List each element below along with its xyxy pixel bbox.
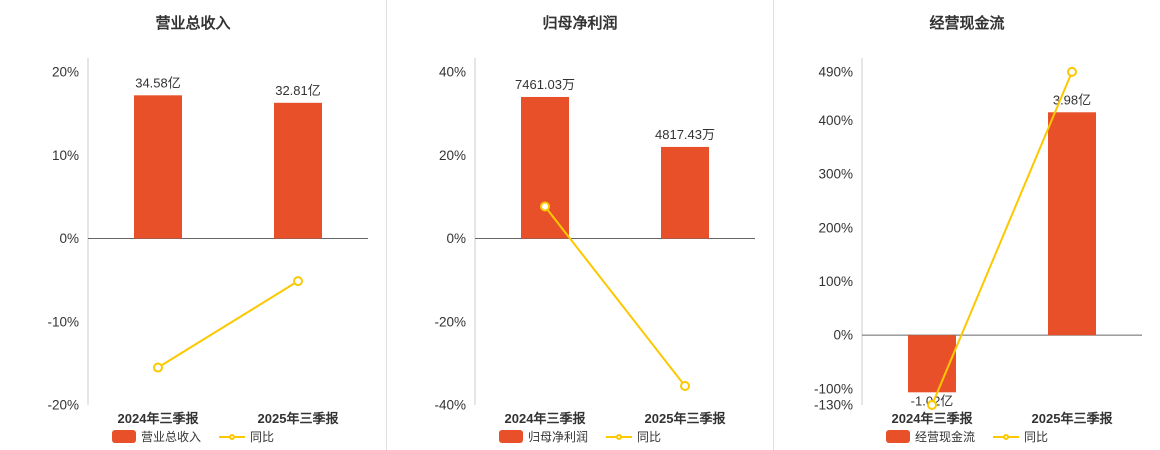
bar-series-legend[interactable]: 归母净利润	[498, 428, 588, 445]
x-axis-label: 2025年三季报	[258, 411, 340, 426]
bar-2024年三季报[interactable]	[908, 335, 956, 393]
y-tick-label: -40%	[434, 398, 466, 413]
y-tick-label: 20%	[52, 65, 79, 80]
bar-legend-swatch	[498, 430, 523, 443]
y-tick-label: 20%	[439, 148, 466, 163]
chart-title-net-profit: 归母净利润	[542, 15, 618, 32]
line-legend-label: 同比	[637, 430, 662, 444]
bar-value-label: 34.58亿	[135, 75, 181, 90]
y-tick-label: 0%	[59, 231, 79, 246]
yoy-marker-2024年三季报[interactable]	[540, 201, 550, 212]
y-tick-label: 40%	[439, 65, 466, 80]
y-tick-label: 100%	[818, 274, 853, 289]
bar-legend-label: 营业总收入	[140, 430, 201, 444]
chart-title-cash-flow: 经营现金流	[929, 15, 1005, 32]
y-tick-label: 200%	[818, 220, 853, 235]
revenue-chart-svg: 20% 10% 0% -10% -20% 34.58亿 2024年三季报 32.81亿 2025…	[47, 58, 368, 426]
bar-value-label: 7461.03万	[515, 77, 575, 92]
bar-value-label: 4817.43万	[655, 127, 715, 142]
y-tick-label: -10%	[47, 314, 79, 329]
bar-legend-swatch	[111, 430, 136, 443]
bar-legend-swatch	[885, 430, 910, 443]
chart-legend: 归母净利润 同比	[387, 428, 773, 445]
y-tick-label: 10%	[52, 148, 79, 163]
net-profit-chart-svg: 40% 20% 0% -20% -40% 7461.03万 2024年三季报 4817.43万…	[434, 58, 755, 426]
line-legend-marker-icon	[606, 433, 632, 440]
bar-value-label: 32.81亿	[275, 83, 321, 98]
yoy-marker-2025年三季报[interactable]	[1067, 66, 1077, 77]
y-tick-label: -100%	[814, 381, 853, 396]
yoy-marker-2025年三季报[interactable]	[680, 380, 690, 391]
bar-2024年三季报[interactable]	[521, 96, 569, 239]
y-tick-label: 0%	[446, 231, 466, 246]
yoy-marker-2024年三季报[interactable]	[927, 400, 937, 410]
y-tick-label: 400%	[818, 113, 853, 128]
x-axis-label: 2025年三季报	[645, 411, 727, 426]
x-axis-label: 2024年三季报	[118, 411, 200, 426]
line-legend-label: 同比	[250, 430, 275, 444]
y-tick-label: -130%	[814, 398, 853, 413]
y-tick-label: 490%	[818, 65, 853, 80]
chart-legend: 营业总收入 同比	[0, 428, 386, 445]
bar-legend-label: 经营现金流	[914, 430, 975, 444]
y-tick-label: -20%	[47, 398, 79, 413]
bar-2025年三季报[interactable]	[1048, 112, 1096, 336]
y-tick-label: -20%	[434, 314, 466, 329]
line-series-legend[interactable]: 同比	[606, 428, 661, 445]
yoy-line	[931, 71, 1073, 406]
x-axis-label: 2024年三季报	[505, 411, 587, 426]
chart-legend: 经营现金流 同比	[774, 428, 1160, 445]
x-axis-label: 2024年三季报	[892, 411, 974, 426]
bar-series-legend[interactable]: 营业总收入	[111, 428, 201, 445]
chart-panel-cash-flow: 经营现金流 490%400%300%200%100%0%-100%-130%-1…	[773, 0, 1160, 450]
bar-2025年三季报[interactable]	[274, 102, 322, 239]
chart-panel-revenue: 营业总收入 20% 10% 0% -10% -20% 34.58亿 2024年三季报 32.8…	[0, 0, 386, 450]
bar-2024年三季报[interactable]	[134, 95, 182, 239]
line-series-legend[interactable]: 同比	[993, 428, 1048, 445]
yoy-line	[544, 205, 686, 387]
chart-panel-net-profit: 归母净利润 40% 20% 0% -20% -40% 7461.03万 2024年三季报 48…	[386, 0, 773, 450]
line-series-legend[interactable]: 同比	[219, 428, 274, 445]
line-legend-marker-icon	[993, 433, 1019, 440]
line-legend-label: 同比	[1024, 430, 1049, 444]
bar-2025年三季报[interactable]	[661, 146, 709, 239]
yoy-marker-2025年三季报[interactable]	[293, 276, 303, 287]
yoy-line	[157, 280, 299, 369]
chart-title-revenue: 营业总收入	[155, 15, 231, 32]
y-tick-label: 0%	[833, 328, 853, 343]
cash-flow-chart-svg: 490%400%300%200%100%0%-100%-130%-1.02亿20…	[814, 58, 1142, 426]
bar-series-legend[interactable]: 经营现金流	[885, 428, 975, 445]
line-legend-marker-icon	[219, 433, 245, 440]
bar-legend-label: 归母净利润	[527, 430, 588, 444]
x-axis-label: 2025年三季报	[1032, 411, 1114, 426]
yoy-marker-2024年三季报[interactable]	[153, 362, 163, 373]
y-tick-label: 300%	[818, 167, 853, 182]
